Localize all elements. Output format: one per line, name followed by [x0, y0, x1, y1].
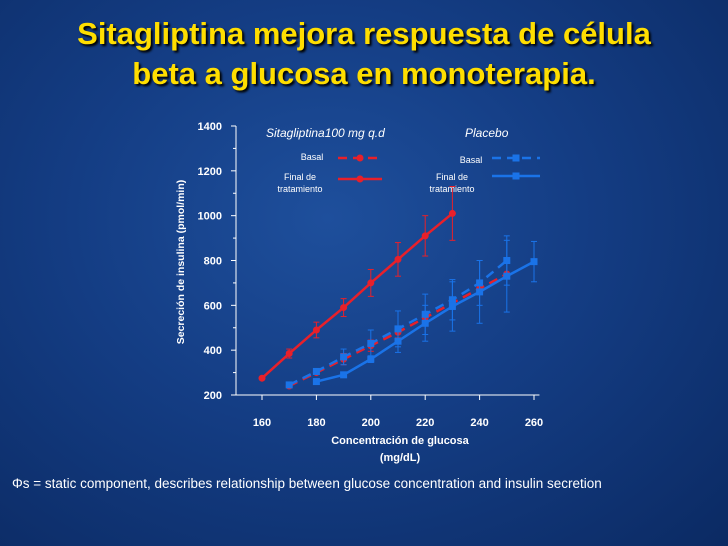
data-point	[394, 337, 402, 345]
data-point	[530, 258, 538, 266]
legend-header-placebo: Placebo	[465, 126, 509, 140]
x-tick-label: 220	[416, 417, 434, 429]
legend-sita-final-label-2: tratamiento	[277, 184, 322, 194]
data-point	[421, 232, 429, 240]
legend-placebo-final-marker	[512, 172, 520, 180]
legend-sita-basal-marker	[356, 154, 364, 162]
data-point	[394, 325, 402, 333]
legend-sita-basal-label: Basal	[301, 152, 324, 162]
data-point	[421, 319, 429, 327]
x-tick-label: 160	[253, 417, 271, 429]
data-point	[340, 371, 348, 379]
data-point	[367, 279, 375, 287]
data-point	[448, 302, 456, 310]
y-tick-label: 1200	[198, 166, 222, 178]
data-point	[285, 381, 293, 389]
legend-sita-final-marker	[356, 175, 364, 183]
data-point	[448, 209, 456, 217]
data-point	[340, 304, 348, 312]
y-tick-label: 1000	[198, 211, 222, 223]
chart-legend: Sitagliptina100 mg q.d Placebo Basal Final …	[266, 126, 540, 194]
data-point	[503, 272, 511, 280]
data-point	[285, 350, 293, 358]
x-tick-label: 180	[307, 417, 325, 429]
data-point	[312, 367, 320, 375]
x-axis-title-line-2: (mg/dL)	[380, 452, 421, 464]
y-tick-label: 1400	[198, 121, 222, 133]
data-point	[340, 353, 348, 361]
y-tick-label: 200	[204, 390, 222, 402]
slide-title: Sitagliptina mejora respuesta de célula …	[0, 14, 728, 94]
data-point	[367, 339, 375, 347]
legend-header-sitagliptin: Sitagliptina100 mg q.d	[266, 126, 385, 140]
data-point	[476, 288, 484, 296]
title-line-1: Sitagliptina mejora respuesta de célula	[77, 16, 651, 51]
data-point	[394, 255, 402, 263]
legend-placebo-basal-label: Basal	[460, 155, 483, 165]
data-point	[312, 378, 320, 386]
x-tick-label: 240	[470, 417, 488, 429]
title-line-2: beta a glucosa en monoterapia.	[132, 56, 596, 91]
y-tick-label: 800	[204, 256, 222, 268]
y-axis-title: Secreción de insulina (pmol/min)	[175, 180, 187, 345]
series-placebo-solid	[312, 239, 538, 386]
data-point	[258, 374, 266, 382]
legend-placebo-final-label-2: tratamiento	[429, 184, 474, 194]
chart-axes: 200 400 600 800 1000 1200 1400 160 180 200 220 240 2…	[175, 121, 543, 464]
series-line	[261, 212, 454, 380]
y-tick-label: 600	[204, 300, 222, 312]
legend-placebo-basal-marker	[512, 154, 520, 162]
legend-placebo-final-label-1: Final de	[436, 172, 468, 182]
y-tick-label: 400	[204, 345, 222, 357]
footnote: Φs = static component, describes relatio…	[12, 476, 602, 491]
data-point	[367, 355, 375, 363]
chart-plot-area	[258, 186, 538, 390]
x-tick-label: 260	[525, 417, 543, 429]
data-point	[312, 326, 320, 334]
x-tick-label: 200	[362, 417, 380, 429]
series-sitagliptin-solid	[258, 186, 456, 382]
x-axis-title-line-1: Concentración de glucosa	[331, 435, 469, 447]
legend-sita-final-label-1: Final de	[284, 172, 316, 182]
